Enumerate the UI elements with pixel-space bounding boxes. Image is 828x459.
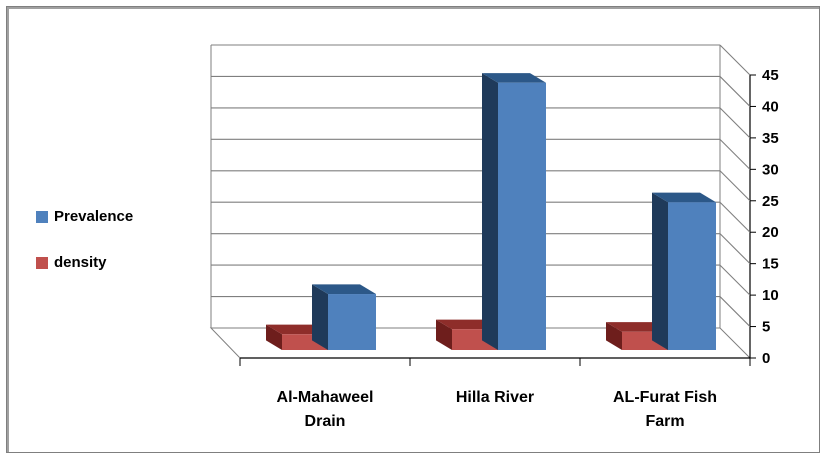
bar-prevalence-0-front (328, 294, 376, 350)
gridlines (211, 44, 751, 327)
x-tick-label: Al-Mahaweel Drain (277, 389, 374, 430)
gridline-side (719, 201, 751, 233)
gridline-side (719, 264, 751, 296)
legend-label-density: density (54, 254, 107, 271)
bar-prevalence-2 (652, 192, 716, 350)
gridline-side (719, 296, 751, 327)
bar-density-2-side (606, 322, 622, 350)
y-tick-label: 15 (762, 256, 779, 273)
y-tick-label: 10 (762, 287, 779, 304)
x-tick-label: Hilla River (456, 389, 534, 406)
y-tick-label: 20 (762, 224, 779, 241)
legend-entry-prevalence: Prevalence (36, 208, 133, 225)
gridline-side (719, 138, 751, 170)
y-tick-label: 35 (762, 130, 779, 147)
gridline-side (719, 44, 751, 76)
bar-prevalence-2-front (668, 202, 716, 350)
gridline-side (719, 76, 751, 107)
gridline-side (719, 107, 751, 139)
legend-swatch-prevalence (36, 210, 48, 223)
gridline-side (719, 170, 751, 202)
y-tick-label: 0 (762, 350, 770, 367)
bar-prevalence-0 (312, 284, 376, 350)
bar-prevalence-1-side (482, 73, 498, 350)
x-tick-label: AL-Furat Fish Farm (613, 389, 717, 430)
y-tick-label: 30 (762, 161, 779, 178)
bar-prevalence-0-side (312, 284, 328, 350)
bar-prevalence-0-top (312, 284, 376, 295)
legend-label-prevalence: Prevalence (54, 208, 134, 225)
bar-prevalence-2-side (652, 192, 668, 350)
x-axis: Al-Mahaweel Drain Hilla River AL-Furat Fish… (239, 357, 751, 430)
y-tick-label: 5 (762, 319, 770, 336)
y-tick-label: 25 (762, 193, 779, 210)
y-tick-label: 40 (762, 98, 779, 115)
bar-prevalence-1-front (498, 82, 546, 350)
legend-swatch-density (36, 256, 48, 269)
bar-prevalence-1 (482, 73, 546, 350)
y-tick-label: 45 (762, 67, 779, 84)
bar-density-0-side (266, 324, 282, 350)
bar-density-1-side (436, 319, 452, 350)
bar-prevalence-1-top (482, 73, 546, 83)
y-axis: 0 5 10 15 20 25 30 35 40 45 (750, 67, 779, 367)
gridline-side (719, 233, 751, 265)
bars (266, 73, 716, 350)
bar-prevalence-2-top (652, 192, 716, 203)
legend-entry-density: density (36, 254, 107, 271)
